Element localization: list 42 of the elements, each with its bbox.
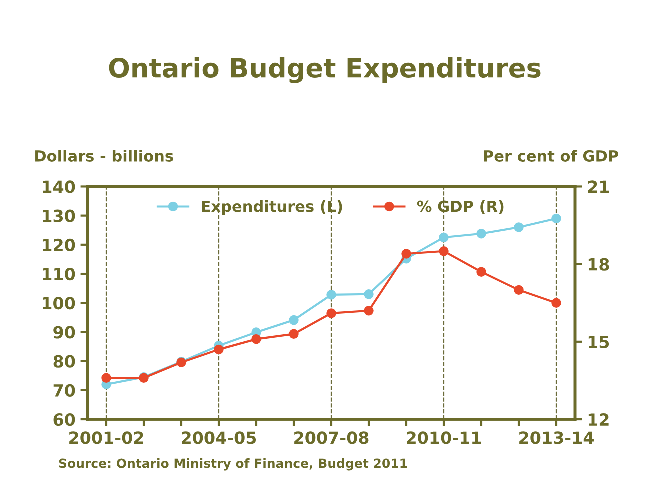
point bbox=[439, 246, 449, 256]
x-tick-label: 2004-05 bbox=[182, 432, 256, 444]
point bbox=[364, 306, 374, 316]
y2-axis-title: Per cent of GDP bbox=[484, 150, 618, 162]
point bbox=[364, 290, 374, 300]
point bbox=[476, 229, 486, 239]
point bbox=[214, 344, 224, 355]
x-tick-label: 2010-11 bbox=[407, 432, 482, 444]
y2-tick-label: 21 bbox=[588, 180, 610, 194]
y-tick-label: 100 bbox=[43, 297, 76, 310]
x-tick-label: 2007-08 bbox=[294, 432, 369, 444]
y2-tick-label: 18 bbox=[588, 258, 610, 271]
y2-tick-label: 15 bbox=[588, 336, 610, 348]
point bbox=[476, 267, 486, 277]
x-tick-label: 2013-14 bbox=[520, 432, 594, 444]
point bbox=[289, 315, 299, 326]
point bbox=[402, 249, 412, 259]
y-tick-label: 80 bbox=[54, 355, 76, 368]
chart-title: Ontario Budget Expenditures bbox=[109, 58, 541, 84]
point bbox=[552, 298, 562, 308]
y-axis-title: Dollars - billions bbox=[36, 150, 174, 162]
y-tick-label: 110 bbox=[43, 268, 76, 281]
y-tick-label: 140 bbox=[43, 180, 76, 194]
point bbox=[552, 214, 562, 224]
source-note: Source: Ontario Ministry of Finance, Budget 2011 bbox=[59, 458, 408, 471]
point bbox=[326, 308, 336, 318]
y-tick-label: 120 bbox=[43, 238, 76, 252]
point bbox=[514, 285, 524, 296]
y2-tick-label: 12 bbox=[588, 413, 609, 426]
x-tick-label: 2001-02 bbox=[70, 432, 144, 444]
y-tick-label: 130 bbox=[43, 210, 76, 222]
y-tick-label: 90 bbox=[54, 326, 76, 339]
point bbox=[289, 329, 299, 340]
legend-label: % GDP (R) bbox=[417, 200, 504, 214]
point bbox=[102, 373, 112, 383]
legend-label: Expenditures (L) bbox=[202, 200, 342, 216]
point bbox=[326, 290, 336, 300]
point bbox=[252, 334, 262, 344]
point bbox=[439, 232, 449, 243]
point bbox=[514, 222, 524, 232]
y-tick-label: 60 bbox=[54, 413, 76, 426]
y-tick-label: 70 bbox=[54, 384, 76, 397]
